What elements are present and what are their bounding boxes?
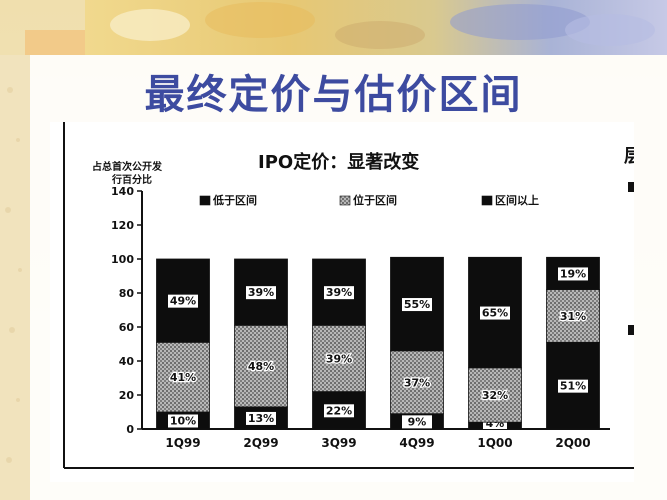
legend-label: 区间以上 xyxy=(495,193,539,207)
bar-segment-within xyxy=(546,289,600,343)
data-label-background xyxy=(324,286,354,300)
data-label: 31% xyxy=(560,310,586,323)
data-label: 22% xyxy=(326,404,352,417)
y-tick-label: 100 xyxy=(111,253,134,266)
x-tick-label: 2Q99 xyxy=(243,436,278,450)
y-axis-label-line-1: 占总首次公开发 xyxy=(92,160,163,173)
data-label: 37% xyxy=(404,376,430,389)
y-axis-label-line-2: 行百分比 xyxy=(111,173,152,186)
bar-segment-within xyxy=(390,350,444,415)
legend-label: 低于区间 xyxy=(212,193,257,207)
legend-swatch xyxy=(199,195,211,206)
data-label: 10% xyxy=(170,415,196,428)
data-label: 19% xyxy=(560,267,586,280)
data-label: 65% xyxy=(482,307,508,320)
legend-label: 位于区间 xyxy=(353,193,397,207)
y-tick-label: 140 xyxy=(111,185,134,198)
data-label: 41% xyxy=(170,371,196,384)
bar-segment-above xyxy=(468,256,522,369)
data-label: 13% xyxy=(248,412,274,425)
y-tick-label: 20 xyxy=(119,389,135,402)
legend-swatch xyxy=(339,195,351,206)
bar-segment-above xyxy=(234,258,288,326)
y-tick-label: 80 xyxy=(119,287,135,300)
data-label-background xyxy=(168,294,198,308)
y-tick-label: 0 xyxy=(126,423,134,436)
data-label: 39% xyxy=(248,286,274,299)
y-tick-label: 40 xyxy=(119,355,135,368)
data-label-background xyxy=(246,411,276,425)
data-label-background xyxy=(558,379,588,393)
data-label-background xyxy=(324,404,354,418)
data-label: 9% xyxy=(408,415,427,428)
x-tick-label: 1Q99 xyxy=(165,436,200,450)
data-label: 39% xyxy=(326,352,352,365)
data-label: 32% xyxy=(482,389,508,402)
data-label-background xyxy=(480,306,510,320)
x-tick-label: 3Q99 xyxy=(321,436,356,450)
x-tick-label: 4Q99 xyxy=(399,436,434,450)
data-label-background xyxy=(402,298,432,312)
data-label-background xyxy=(246,286,276,300)
bar-segment-within xyxy=(468,367,522,423)
slide-title: 最终定价与估价区间 xyxy=(144,72,523,118)
data-label-background xyxy=(402,415,432,429)
cropped-legend-mark xyxy=(628,182,634,192)
data-label-background xyxy=(558,267,588,281)
legend-swatch xyxy=(481,195,493,206)
y-tick-label: 120 xyxy=(111,219,134,232)
y-tick-label: 60 xyxy=(119,321,135,334)
data-label: 49% xyxy=(170,295,196,308)
x-tick-label: 2Q00 xyxy=(555,436,590,450)
bar-segment-within xyxy=(234,324,288,408)
data-label: 55% xyxy=(404,298,430,311)
bar-segment-within xyxy=(312,324,366,393)
cropped-legend-mark xyxy=(628,325,634,335)
chart-image: IPO定价：显著改变 占总首次公开发 行百分比 层 0 20 40 60 80 100 12… xyxy=(50,122,634,482)
data-label: 48% xyxy=(248,360,274,373)
data-label-background xyxy=(168,414,198,428)
data-label: 51% xyxy=(560,380,586,393)
data-label: 39% xyxy=(326,286,352,299)
bar-segment-within xyxy=(156,341,210,413)
stacked-bar-chart: IPO定价：显著改变 占总首次公开发 行百分比 层 0 20 40 60 80 100 12… xyxy=(63,122,634,469)
x-tick-label: 1Q00 xyxy=(477,436,512,450)
cropped-text-fragment: 层 xyxy=(624,146,634,167)
chart-title: IPO定价：显著改变 xyxy=(258,151,419,173)
